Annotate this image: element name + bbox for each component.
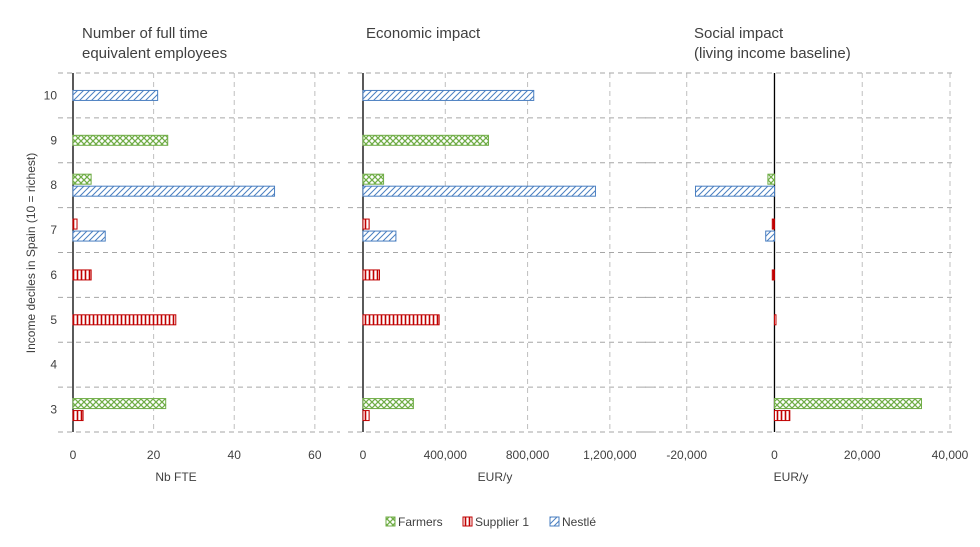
bar-farmers-decile-3: [72, 398, 167, 410]
y-tick-label-5: 5: [50, 313, 57, 327]
y-tick-label-9: 9: [50, 133, 57, 147]
legend-label: Supplier 1: [475, 515, 529, 529]
bar-supplier-1-decile-6: [72, 269, 92, 281]
x-tick-label: 0: [771, 448, 778, 462]
bar-nestl-decile-7: [362, 230, 397, 242]
bar-supplier-1-decile-5: [773, 314, 777, 326]
bar-nestl-decile-7: [72, 230, 106, 242]
panel-1-title-line-1: Number of full time: [82, 25, 208, 42]
legend-label: Nestlé: [562, 515, 596, 529]
bar-farmers-decile-8: [362, 173, 385, 185]
y-tick-label-4: 4: [50, 358, 57, 372]
bar-supplier-1-decile-3: [773, 410, 791, 422]
bar-nestl-decile-8: [694, 185, 775, 197]
bar-supplier-1-decile-7: [362, 218, 370, 230]
x-tick-label: 800,000: [506, 448, 550, 462]
panel-2-x-axis-title: EUR/y: [478, 470, 513, 484]
bar-nestl-decile-10: [72, 89, 159, 101]
bar-supplier-1-decile-5: [362, 314, 440, 326]
panel-1-title-line-2: equivalent employees: [82, 45, 227, 62]
x-tick-label: 0: [360, 448, 367, 462]
x-tick-label: 20: [147, 448, 161, 462]
bar-farmers-decile-3: [773, 398, 922, 410]
x-tick-label: 40,000: [932, 448, 969, 462]
bar-farmers-decile-8: [72, 173, 92, 185]
legend-item-nestl: Nestlé: [549, 515, 596, 529]
bar-supplier-1-decile-3: [72, 410, 84, 422]
x-tick-label: -20,000: [666, 448, 707, 462]
bar-farmers-decile-3: [362, 398, 414, 410]
legend-item-farmers: Farmers: [385, 515, 443, 529]
chart-panels: Number of full time equivalent employees 0…: [58, 25, 969, 484]
x-tick-label: 400,000: [424, 448, 468, 462]
x-tick-label: 0: [70, 448, 77, 462]
bar-supplier-1-decile-3: [362, 410, 370, 422]
y-tick-label-10: 10: [44, 88, 58, 102]
x-tick-label: 60: [308, 448, 322, 462]
bar-farmers-decile-9: [72, 134, 169, 146]
bar-supplier-1-decile-6: [771, 269, 775, 281]
y-tick-label-7: 7: [50, 223, 57, 237]
bar-supplier-1-decile-5: [72, 314, 177, 326]
legend-swatch: [549, 516, 560, 527]
panel-2-title-line-1: Economic impact: [366, 25, 481, 42]
y-tick-labels: 10 9 8 7 6 5 4 3: [44, 88, 58, 416]
panel-1-x-axis-title: Nb FTE: [155, 470, 196, 484]
x-tick-label: 20,000: [844, 448, 881, 462]
bar-nestl-decile-10: [362, 89, 535, 101]
legend-swatch: [385, 516, 396, 527]
bar-supplier-1-decile-7: [771, 218, 775, 230]
bar-farmers-decile-8: [767, 173, 775, 185]
bar-nestl-decile-8: [72, 185, 276, 197]
legend-item-supplier-1: Supplier 1: [462, 515, 529, 529]
panel-3-title-line-2: (living income baseline): [694, 45, 851, 62]
y-tick-label-3: 3: [50, 403, 57, 417]
y-tick-label-6: 6: [50, 268, 57, 282]
bar-nestl-decile-8: [362, 185, 596, 197]
bar-supplier-1-decile-7: [72, 218, 78, 230]
y-tick-label-8: 8: [50, 178, 57, 192]
legend-label: Farmers: [398, 515, 443, 529]
bar-supplier-1-decile-6: [362, 269, 380, 281]
bar-farmers-decile-9: [362, 134, 489, 146]
panel-3: Social impact (living income baseline) -20…: [641, 25, 969, 484]
panel-3-title-line-1: Social impact: [694, 25, 784, 42]
panel-3-x-axis-title: EUR/y: [774, 470, 809, 484]
x-tick-label: 1,200,000: [583, 448, 637, 462]
y-axis-title: Income deciles in Spain (10 = richest): [24, 153, 38, 353]
panel-2: Economic impact 0 400,000 800,000 1,200,000 E…: [348, 25, 656, 484]
legend: Farmers Supplier 1 Nestlé: [385, 515, 596, 529]
legend-swatch: [462, 516, 473, 527]
panel-1: Number of full time equivalent employees 0…: [58, 25, 340, 484]
bar-nestl-decile-7: [765, 230, 775, 242]
y-axis: Income deciles in Spain (10 = richest) 1…: [24, 88, 57, 416]
x-tick-label: 40: [228, 448, 242, 462]
